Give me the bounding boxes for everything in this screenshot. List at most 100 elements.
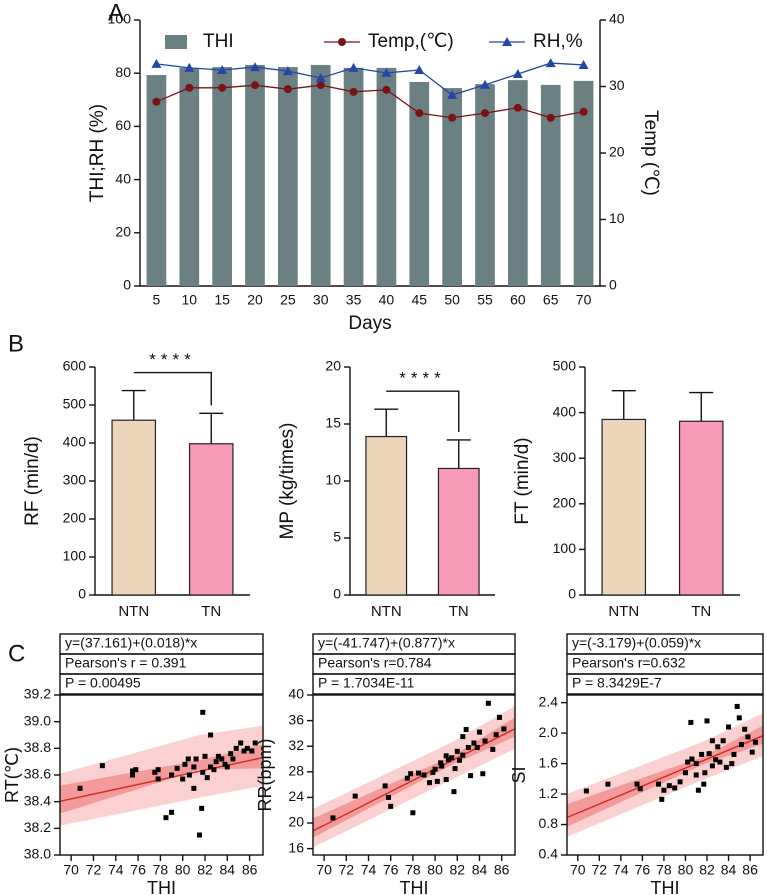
point <box>404 775 410 781</box>
point <box>468 773 474 779</box>
y-tick-label: 40 <box>115 170 131 186</box>
x-tick-label: 80 <box>678 862 694 878</box>
y-tick-label: 100 <box>63 548 87 564</box>
point <box>465 744 471 750</box>
x-tick-label: 65 <box>543 292 559 308</box>
x-tick-label: 50 <box>444 292 460 308</box>
bar <box>442 88 462 286</box>
point <box>193 756 199 762</box>
y-tick-label: 2.0 <box>539 724 559 740</box>
x-tick-label: 74 <box>108 862 124 878</box>
bar <box>409 81 430 286</box>
point <box>448 113 457 122</box>
x-tick-label: 76 <box>383 862 399 878</box>
x-tick-label: 78 <box>405 862 421 878</box>
point <box>734 703 740 709</box>
point <box>200 769 206 775</box>
point <box>185 756 191 762</box>
stats-text: y=(37.161)+(0.018)*x <box>65 635 197 651</box>
stats-text: Pearson's r=0.632 <box>572 655 686 671</box>
x-tick-label: NTN <box>608 603 639 620</box>
bar <box>365 435 408 596</box>
legend-swatch <box>165 35 187 49</box>
legend-marker <box>502 37 512 46</box>
point <box>745 734 751 740</box>
point <box>250 62 260 72</box>
point <box>454 748 460 754</box>
y-tick-label: 0 <box>333 586 341 602</box>
y-tick-label: 5 <box>333 529 341 545</box>
y-tick-label: 0 <box>123 277 131 293</box>
point <box>130 772 135 778</box>
point <box>693 772 699 778</box>
x-tick-label: TN <box>201 603 221 620</box>
point <box>224 764 230 770</box>
y-tick-label: 60 <box>115 117 131 133</box>
point <box>452 766 458 772</box>
point <box>438 760 444 766</box>
x-tick-label: 80 <box>427 862 443 878</box>
point <box>742 726 748 732</box>
x-axis-label: Days <box>348 313 391 334</box>
point <box>421 772 427 778</box>
bar <box>146 75 167 286</box>
y-tick-label: 10 <box>325 472 341 488</box>
stats-text: y=(-3.179)+(0.059)*x <box>572 635 701 651</box>
y-tick-label: 38.0 <box>24 846 51 862</box>
point <box>717 759 723 765</box>
point <box>474 744 480 750</box>
point <box>241 748 247 754</box>
point <box>316 81 325 90</box>
fit-line <box>566 735 764 819</box>
y-tick-label: 20 <box>609 144 625 160</box>
point <box>605 781 611 787</box>
point <box>152 97 161 106</box>
point <box>738 742 744 748</box>
bar <box>310 64 331 286</box>
plot-frame <box>312 694 516 856</box>
point <box>583 788 589 794</box>
x-tick-label: 84 <box>220 862 236 878</box>
y-tick-label: 1.6 <box>539 754 559 770</box>
point <box>493 732 499 738</box>
x-tick-label: 72 <box>592 862 608 878</box>
significance-bracket <box>133 371 212 406</box>
y-tick-label: 200 <box>553 495 577 511</box>
point <box>414 65 425 75</box>
point <box>481 109 489 118</box>
stats-text: Pearson's r=0.784 <box>318 655 432 671</box>
x-tick-label: 45 <box>411 292 427 308</box>
x-tick-label: 82 <box>197 862 213 878</box>
point <box>410 810 416 816</box>
bar <box>278 67 298 286</box>
point <box>480 79 490 89</box>
y-tick-label: 0 <box>609 277 617 293</box>
point <box>204 775 210 781</box>
axis-label: RF (min/d) <box>22 436 43 526</box>
stats-cell <box>312 673 516 695</box>
legend-label: THI <box>203 31 234 52</box>
x-tick-label: TN <box>691 603 711 620</box>
point <box>348 62 359 72</box>
x-tick-label: 40 <box>379 292 395 308</box>
point <box>208 764 214 770</box>
y-tick-label: 30 <box>609 77 625 93</box>
y-tick-label: 400 <box>553 403 577 419</box>
point <box>217 65 228 75</box>
point <box>443 776 449 782</box>
point <box>202 753 208 759</box>
y-tick-label: 2.4 <box>539 693 559 709</box>
significance-label: **** <box>399 369 445 388</box>
point <box>736 715 742 721</box>
point <box>752 739 758 745</box>
point <box>252 740 258 746</box>
point <box>702 770 708 776</box>
point <box>726 724 732 730</box>
point <box>388 803 394 809</box>
point <box>186 772 192 778</box>
point <box>169 772 175 778</box>
point <box>199 805 205 811</box>
bar <box>437 467 480 596</box>
point <box>485 700 491 706</box>
y-tick-label: 200 <box>63 510 87 526</box>
